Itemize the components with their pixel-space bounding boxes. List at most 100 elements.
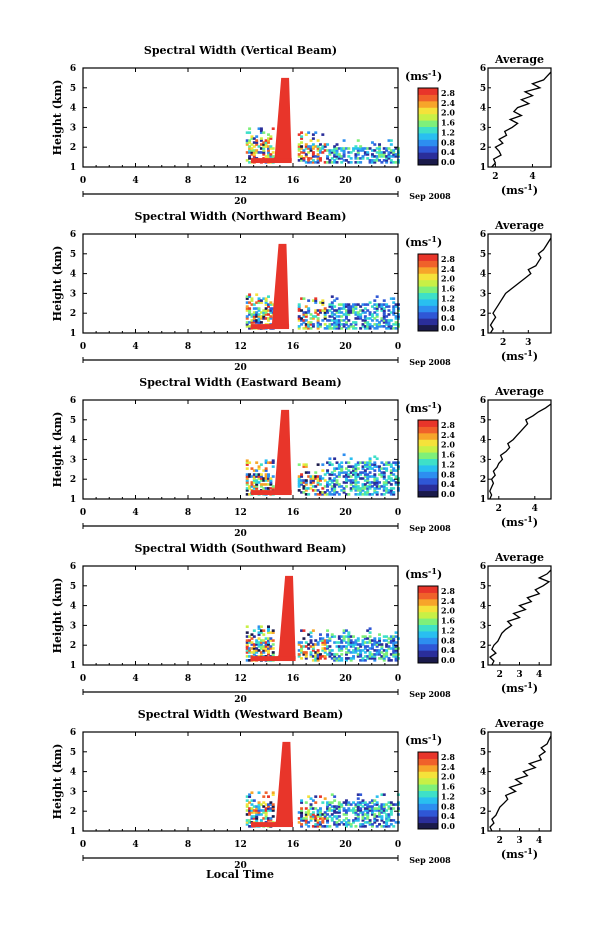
heatmap-cell [392, 151, 396, 154]
heatmap-cell [255, 809, 259, 812]
heatmap-cell [311, 485, 315, 488]
heatmap-cell [250, 147, 254, 150]
heatmap-cell [328, 327, 332, 330]
average-title: Average [494, 385, 544, 398]
heatmap-cell [302, 479, 306, 482]
colorbar-swatch [418, 656, 438, 664]
heatmap-cell [354, 819, 358, 822]
heatmap-cell [309, 161, 313, 164]
heatmap-cell [326, 641, 330, 644]
heatmap-cell [323, 145, 327, 148]
heatmap-cell [314, 639, 318, 642]
heatmap-cell [271, 461, 275, 464]
heatmap-cell [344, 485, 348, 488]
heatmap-cell [333, 493, 337, 496]
heatmap-cell [366, 805, 370, 808]
heatmap-cell [314, 131, 318, 134]
heatmap-cell [330, 493, 334, 496]
heatmap-cell [330, 319, 334, 322]
heatmap-cell [356, 639, 360, 642]
heatmap-cell [311, 811, 315, 814]
x-tick-label: 20 [339, 176, 352, 186]
heatmap-cell [366, 323, 370, 326]
heatmap-cell [311, 643, 315, 646]
heatmap-cell [394, 153, 398, 156]
heatmap-cell [318, 817, 322, 820]
heatmap-cell [335, 157, 339, 160]
heatmap-cell [300, 319, 304, 322]
heatmap-cell [304, 155, 308, 158]
heatmap-cell [352, 819, 356, 822]
average-frame [487, 67, 552, 168]
heatmap-cell [363, 463, 367, 466]
heatmap-cell [304, 657, 308, 660]
heatmap-cell [349, 641, 353, 644]
colorbar-unit-label: (ms-1) [405, 234, 442, 249]
heatmap-cell [252, 817, 256, 820]
heatmap-cell [271, 151, 275, 154]
heatmap-cell [347, 641, 351, 644]
heatmap-cell [349, 825, 353, 828]
heatmap-cell [248, 807, 252, 810]
heatmap-cell [300, 825, 304, 828]
heatmap-cell [382, 315, 386, 318]
heatmap-cell [354, 803, 358, 806]
heatmap-cell [380, 319, 384, 322]
average-unit-label-exponent: -1 [524, 348, 533, 358]
heatmap-cell [316, 319, 320, 322]
heatmap-cell [356, 313, 360, 316]
average-y-tick-label: 1 [480, 163, 486, 173]
date-label: Sep 2008 [409, 523, 451, 533]
heatmap-cell [321, 469, 325, 472]
heatmap-cell [311, 137, 315, 140]
heatmap-cell [359, 489, 363, 492]
heatmap-cell [297, 147, 301, 150]
heatmap-cell [368, 471, 372, 474]
heatmap-cell [347, 651, 351, 654]
heatmap-cell [352, 481, 356, 484]
heatmap-cell [373, 803, 377, 806]
heatmap-cell [340, 659, 344, 662]
heatmap-cell [342, 305, 346, 308]
heatmap-cell [392, 647, 396, 650]
heatmap-cell [335, 811, 339, 814]
heatmap-cell [349, 479, 353, 482]
heatmap-cell [333, 469, 337, 472]
heatmap-cell [378, 639, 382, 642]
heatmap-cell [359, 305, 363, 308]
heatmap-cell [309, 813, 313, 816]
heatmap-cell [318, 811, 322, 814]
heatmap-cell [269, 135, 273, 138]
heatmap-cell [309, 321, 313, 324]
heatmap-cell [248, 641, 252, 644]
x-tick-label: 16 [287, 176, 300, 186]
heatmap-cell [326, 493, 330, 496]
heatmap-cell [380, 493, 384, 496]
heatmap-cell [250, 791, 254, 794]
heatmap-cell [356, 797, 360, 800]
heatmap-cell [380, 819, 384, 822]
heatmap-cell [363, 825, 367, 828]
heatmap-cell [257, 313, 261, 316]
heatmap-cell [361, 149, 365, 152]
heatmap-cell [342, 639, 346, 642]
heatmap-cell [389, 473, 393, 476]
heatmap-cell [269, 803, 273, 806]
heatmap-cell [385, 463, 389, 466]
heatmap-cell [392, 649, 396, 652]
heatmap-cell [373, 477, 377, 480]
heatmap-cell [366, 475, 370, 478]
heatmap-cell [347, 493, 351, 496]
heatmap-cell [245, 477, 249, 480]
heatmap-cell [354, 327, 358, 330]
heatmap-cell [359, 811, 363, 814]
heatmap-cell [255, 473, 259, 476]
heatmap-cell [302, 297, 306, 300]
heatmap-cell [333, 305, 337, 308]
heatmap-cell [382, 155, 386, 158]
heatmap-cell [257, 649, 261, 652]
heatmap-cell [373, 649, 377, 652]
heatmap-cell [382, 325, 386, 328]
heatmap-cell [314, 145, 318, 148]
heatmap-cell [252, 809, 256, 812]
